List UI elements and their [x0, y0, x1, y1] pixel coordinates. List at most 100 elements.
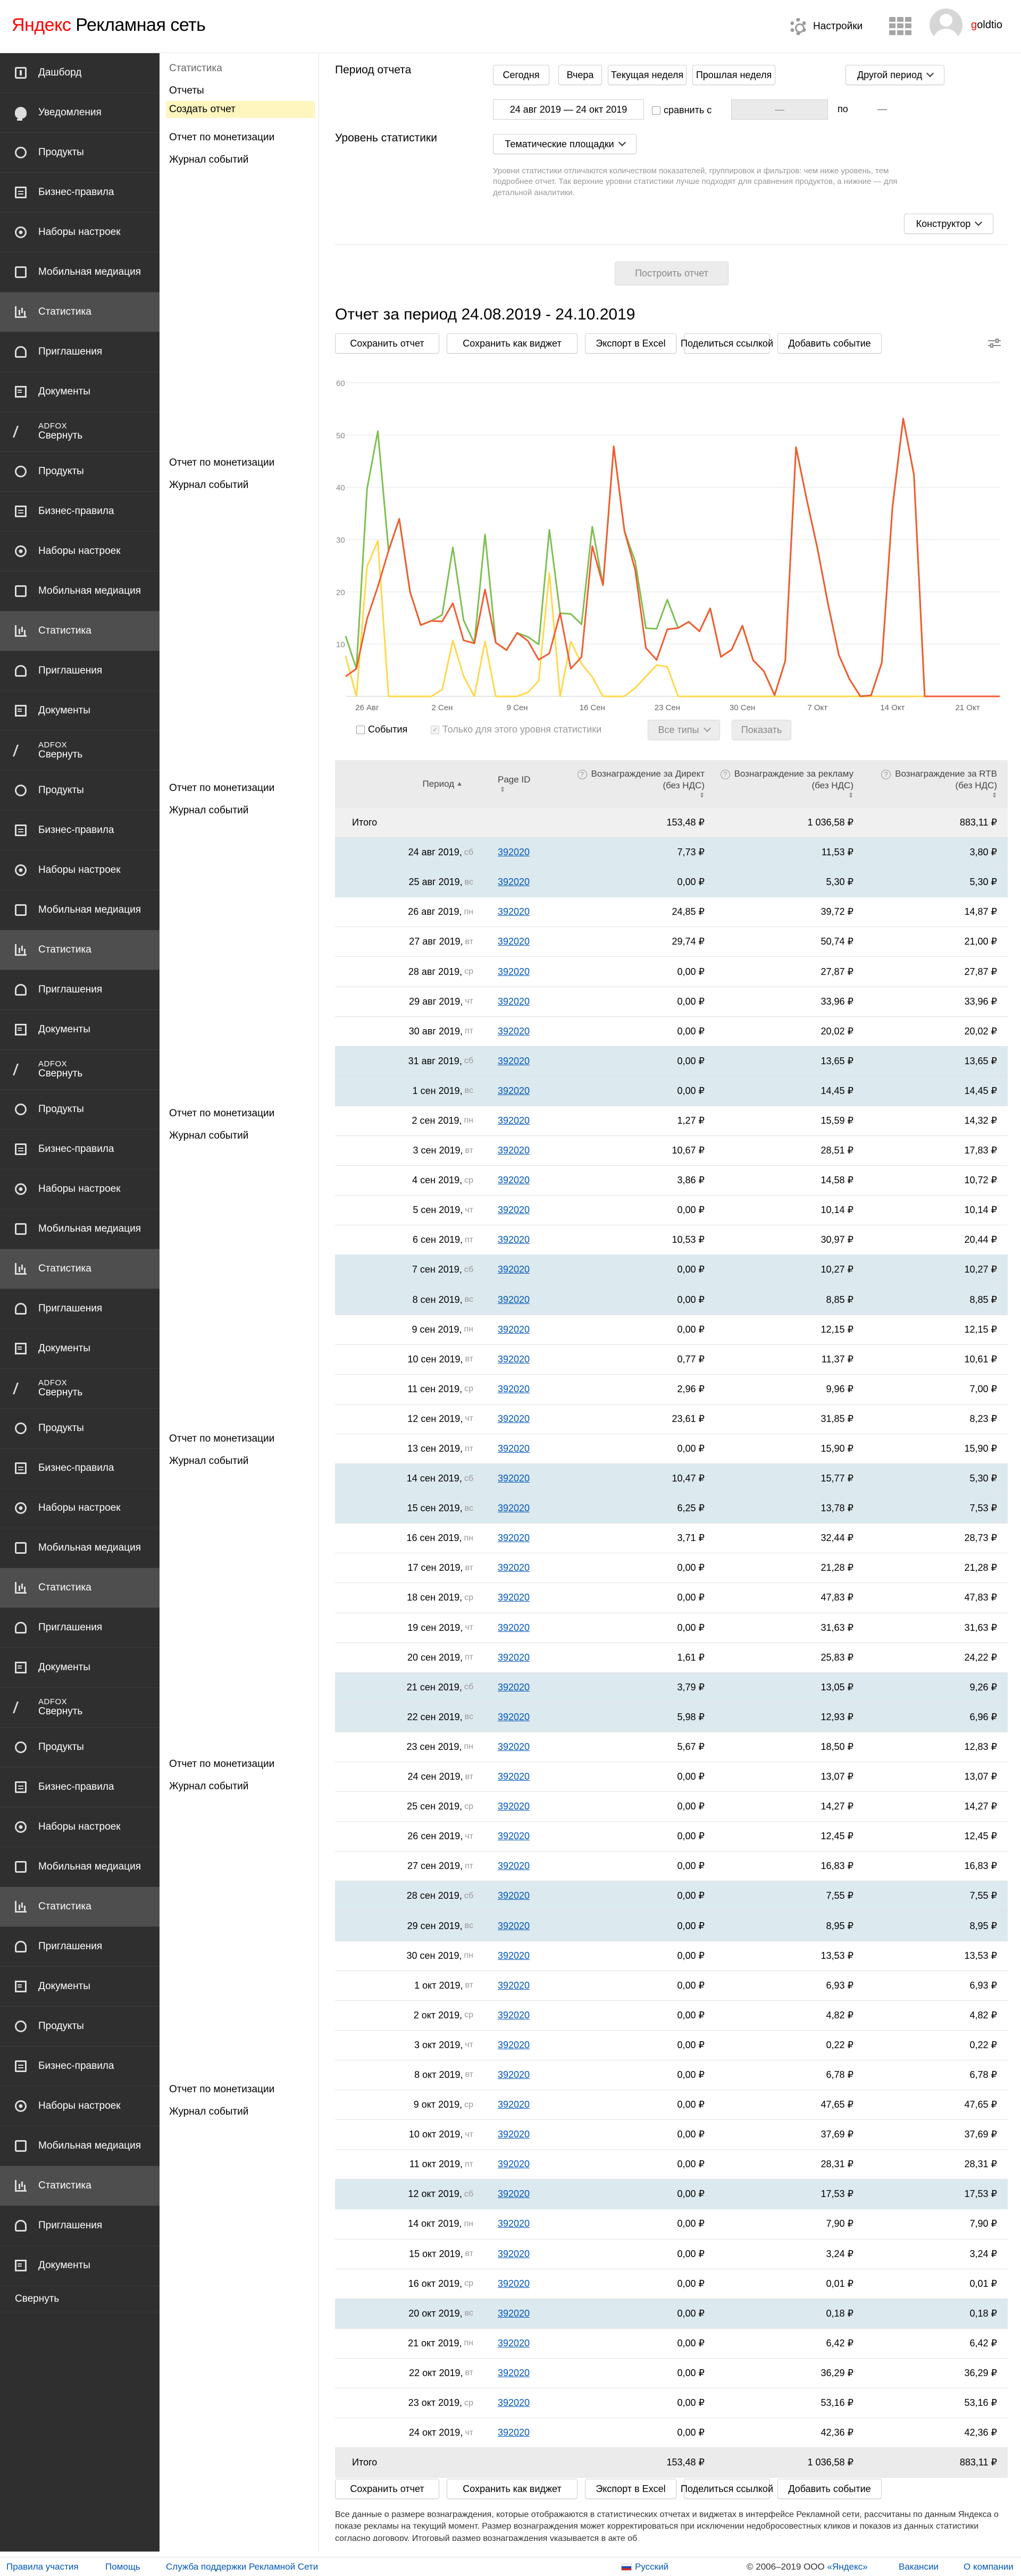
- col-direct[interactable]: ? Вознаграждение за Директ (без НДС) ⇕: [569, 760, 705, 808]
- page-id-link[interactable]: 392020: [498, 1920, 530, 1931]
- sidebar-item-наборы-настроек[interactable]: Наборы настроек: [0, 213, 160, 252]
- subnav-monetization[interactable]: Отчет по монетизации: [169, 1108, 275, 1119]
- sidebar-item-документы[interactable]: Документы: [0, 1329, 160, 1369]
- sidebar-item-бизнес-правила[interactable]: Бизнес-правила: [0, 2047, 160, 2086]
- page-id-link[interactable]: 392020: [498, 906, 530, 917]
- other-period-select[interactable]: Другой период: [846, 65, 944, 85]
- question-icon[interactable]: ?: [881, 769, 891, 779]
- page-id-link[interactable]: 392020: [498, 1503, 530, 1514]
- top-поделиться-ссылкой-button[interactable]: Поделиться ссылкой: [681, 333, 773, 353]
- subnav-reports[interactable]: Отчеты: [169, 85, 204, 96]
- sidebar-item-уведомления[interactable]: Уведомления: [0, 93, 160, 133]
- sidebar-item-приглашения[interactable]: Приглашения: [0, 1927, 160, 1967]
- sidebar-item-продукты[interactable]: Продукты: [0, 1409, 160, 1449]
- date-range-input[interactable]: 24 авг 2019 — 24 окт 2019: [493, 99, 644, 120]
- subnav-event-log[interactable]: Журнал событий: [169, 1455, 249, 1467]
- sidebar-item-бизнес-правила[interactable]: Бизнес-правила: [0, 1449, 160, 1488]
- events-checkbox[interactable]: События: [356, 724, 407, 735]
- checkmark-icon[interactable]: ✓: [431, 725, 439, 734]
- sidebar-item-приглашения[interactable]: Приглашения: [0, 1608, 160, 1648]
- sidebar-item-наборы-настроек[interactable]: Наборы настроек: [0, 851, 160, 890]
- collapse-link[interactable]: Свернуть: [38, 1386, 83, 1398]
- subnav-event-log[interactable]: Журнал событий: [169, 154, 249, 165]
- page-id-link[interactable]: 392020: [498, 1592, 530, 1603]
- build-report-button[interactable]: Построить отчет: [615, 262, 729, 285]
- checkbox-box[interactable]: [356, 725, 365, 734]
- period-прошлая-неделя-button[interactable]: Прошлая неделя: [692, 65, 775, 85]
- subnav-monetization[interactable]: Отчет по монетизации: [169, 2084, 275, 2095]
- sidebar-item-документы[interactable]: Документы: [0, 2246, 160, 2286]
- sidebar-item-продукты[interactable]: Продукты: [0, 133, 160, 173]
- subnav-event-log[interactable]: Журнал событий: [169, 479, 249, 491]
- subnav-monetization[interactable]: Отчет по монетизации: [169, 132, 275, 143]
- page-id-link[interactable]: 392020: [498, 1205, 530, 1216]
- page-id-link[interactable]: 392020: [498, 1413, 530, 1424]
- username[interactable]: goldtio: [971, 19, 1002, 31]
- chart-settings-icon[interactable]: [988, 339, 1001, 348]
- bottom-сохранить-как-виджет-button[interactable]: Сохранить как виджет: [447, 2479, 578, 2499]
- apps-grid-icon[interactable]: [889, 17, 911, 35]
- sidebar-item-продукты[interactable]: Продукты: [0, 452, 160, 492]
- sidebar-item-бизнес-правила[interactable]: Бизнес-правила: [0, 173, 160, 213]
- sidebar-item-продукты[interactable]: Продукты: [0, 1090, 160, 1130]
- sidebar-item-статистика[interactable]: Статистика: [0, 1887, 160, 1927]
- page-id-link[interactable]: 392020: [498, 2188, 530, 2200]
- sidebar-item-наборы-настроек[interactable]: Наборы настроек: [0, 1488, 160, 1528]
- compare-to-input[interactable]: —: [877, 104, 887, 114]
- col-period[interactable]: Период ▲: [422, 778, 463, 789]
- subnav-monetization[interactable]: Отчет по монетизации: [169, 1758, 275, 1770]
- sidebar-item-документы[interactable]: Документы: [0, 1010, 160, 1050]
- col-rtb[interactable]: ? Вознаграждение за RTB (без НДС) ⇕: [867, 760, 997, 808]
- sidebar-item-бизнес-правила[interactable]: Бизнес-правила: [0, 1767, 160, 1807]
- page-id-link[interactable]: 392020: [498, 1353, 530, 1365]
- page-id-link[interactable]: 392020: [498, 996, 530, 1007]
- event-types-select[interactable]: Все типы: [648, 720, 720, 740]
- bottom-сохранить-отчет-button[interactable]: Сохранить отчет: [335, 2479, 439, 2499]
- language-switch[interactable]: Русский: [621, 2562, 668, 2572]
- page-id-link[interactable]: 392020: [498, 2427, 530, 2438]
- sidebar-item-статистика[interactable]: Статистика: [0, 2166, 160, 2206]
- page-id-link[interactable]: 392020: [498, 1831, 530, 1842]
- page-id-link[interactable]: 392020: [498, 1055, 530, 1066]
- sidebar-item-мобильная-медиация[interactable]: Мобильная медиация: [0, 1209, 160, 1249]
- avatar[interactable]: [930, 9, 963, 41]
- sidebar-item-продукты[interactable]: Продукты: [0, 1728, 160, 1767]
- page-id-link[interactable]: 392020: [498, 1115, 530, 1126]
- sidebar-item-статистика[interactable]: Статистика: [0, 611, 160, 651]
- bottom-поделиться-ссылкой-button[interactable]: Поделиться ссылкой: [681, 2479, 773, 2499]
- top-сохранить-отчет-button[interactable]: Сохранить отчет: [335, 333, 439, 353]
- sidebar-item-adfox[interactable]: ADFOX Свернуть: [0, 412, 160, 452]
- sidebar-item-наборы-настроек[interactable]: Наборы настроек: [0, 1169, 160, 1209]
- sidebar-item-приглашения[interactable]: Приглашения: [0, 651, 160, 691]
- sidebar-item-приглашения[interactable]: Приглашения: [0, 1289, 160, 1329]
- sidebar-item-статистика[interactable]: Статистика: [0, 1249, 160, 1289]
- settings-button[interactable]: Настройки: [790, 16, 863, 37]
- page-id-link[interactable]: 392020: [498, 1145, 530, 1156]
- compare-checkbox[interactable]: сравнить с: [652, 105, 712, 116]
- page-id-link[interactable]: 392020: [498, 877, 530, 888]
- sidebar-item-adfox[interactable]: ADFOX Свернуть: [0, 1050, 160, 1090]
- page-id-link[interactable]: 392020: [498, 1234, 530, 1245]
- subnav-monetization[interactable]: Отчет по монетизации: [169, 782, 275, 794]
- sidebar-item-мобильная-медиация[interactable]: Мобильная медиация: [0, 2126, 160, 2166]
- sidebar-item-бизнес-правила[interactable]: Бизнес-правила: [0, 811, 160, 851]
- page-id-link[interactable]: 392020: [498, 847, 530, 858]
- bottom-экспорт-в-excel-button[interactable]: Экспорт в Excel: [585, 2479, 676, 2499]
- page-id-link[interactable]: 392020: [498, 2039, 530, 2050]
- page-id-link[interactable]: 392020: [498, 1890, 530, 1901]
- sidebar-collapse[interactable]: Свернуть: [0, 2286, 160, 2312]
- question-icon[interactable]: ?: [720, 769, 730, 779]
- subnav-event-log[interactable]: Журнал событий: [169, 1781, 249, 1792]
- sidebar-item-документы[interactable]: Документы: [0, 372, 160, 412]
- bottom-добавить-событие-button[interactable]: Добавить событие: [777, 2479, 882, 2499]
- period-текущая-неделя-button[interactable]: Текущая неделя: [608, 65, 687, 85]
- sidebar-item-adfox[interactable]: ADFOX Свернуть: [0, 731, 160, 771]
- subnav-create-report[interactable]: Создать отчет: [166, 101, 315, 118]
- sidebar-item-наборы-настроек[interactable]: Наборы настроек: [0, 532, 160, 571]
- sidebar-item-документы[interactable]: Документы: [0, 1967, 160, 2007]
- sidebar-item-бизнес-правила[interactable]: Бизнес-правила: [0, 492, 160, 532]
- page-id-link[interactable]: 392020: [498, 1861, 530, 1872]
- page-id-link[interactable]: 392020: [498, 1473, 530, 1484]
- page-id-link[interactable]: 392020: [498, 2308, 530, 2319]
- page-id-link[interactable]: 392020: [498, 1383, 530, 1394]
